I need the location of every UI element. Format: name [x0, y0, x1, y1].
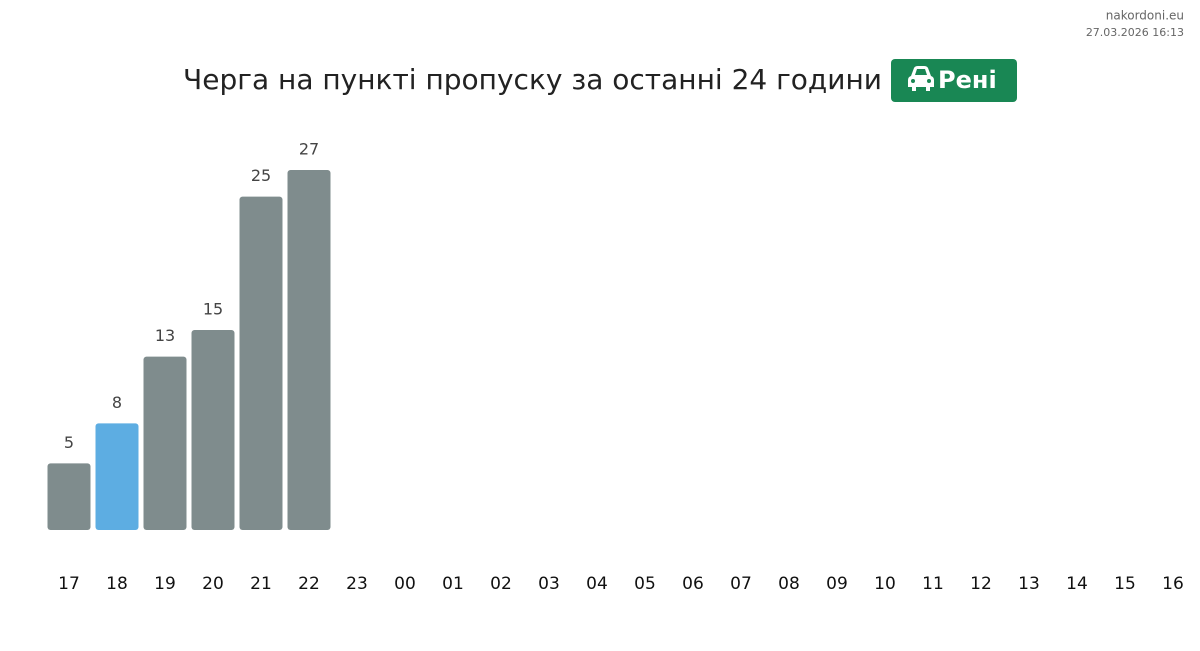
x-tick-label: 18 — [106, 574, 128, 594]
x-tick-label: 22 — [298, 574, 320, 594]
value-label: 27 — [299, 140, 319, 159]
value-label: 15 — [203, 300, 223, 319]
x-tick-label: 16 — [1162, 574, 1184, 594]
badge-bg — [891, 59, 1017, 102]
bar — [287, 170, 331, 530]
x-tick-label: 19 — [154, 574, 176, 594]
x-tick-label: 17 — [58, 574, 80, 594]
value-label: 8 — [112, 393, 122, 412]
x-tick-label: 13 — [1018, 574, 1040, 594]
bar — [191, 330, 235, 530]
x-tick-label: 20 — [202, 574, 224, 594]
bar — [95, 423, 139, 530]
x-tick-label: 10 — [874, 574, 896, 594]
badge: Рені — [891, 59, 1017, 102]
x-tick-label: 01 — [442, 574, 464, 594]
x-tick-label: 09 — [826, 574, 848, 594]
site-name: nakordoni.eu — [1106, 9, 1184, 23]
x-tick-label: 08 — [778, 574, 800, 594]
x-tick-label: 11 — [922, 574, 944, 594]
x-tick-label: 12 — [970, 574, 992, 594]
x-tick-label: 06 — [682, 574, 704, 594]
timestamp: 27.03.2026 16:13 — [1086, 26, 1184, 39]
bar — [47, 463, 91, 530]
x-tick-label: 23 — [346, 574, 368, 594]
x-tick-label: 03 — [538, 574, 560, 594]
value-label: 5 — [64, 433, 74, 452]
x-tick-label: 00 — [394, 574, 416, 594]
x-tick-label: 07 — [730, 574, 752, 594]
x-tick-label: 15 — [1114, 574, 1136, 594]
x-tick-label: 14 — [1066, 574, 1088, 594]
value-label: 25 — [251, 166, 271, 185]
chart-title: Черга на пункті пропуску за останні 24 г… — [183, 63, 882, 96]
car-icon — [908, 66, 934, 91]
x-tick-label: 21 — [250, 574, 272, 594]
badge-label: Рені — [938, 66, 997, 94]
x-tick-label: 05 — [634, 574, 656, 594]
x-tick-label: 02 — [490, 574, 512, 594]
value-label: 13 — [155, 326, 175, 345]
bar — [143, 356, 187, 530]
bar — [239, 196, 283, 530]
x-tick-label: 04 — [586, 574, 608, 594]
